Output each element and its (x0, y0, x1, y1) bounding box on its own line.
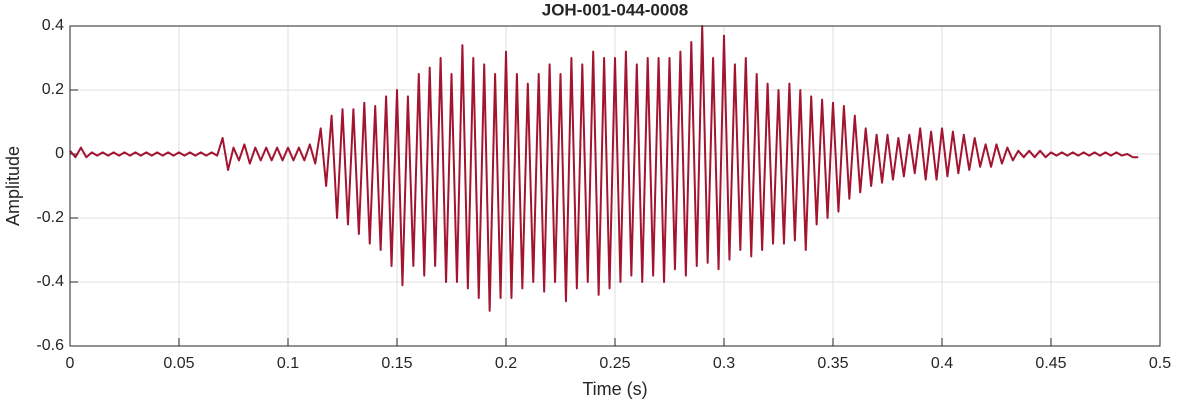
x-tick-label: 0.1 (277, 355, 299, 372)
x-tick-label: 0.05 (163, 355, 194, 372)
y-tick-label: 0 (55, 145, 64, 162)
x-tick-label: 0.25 (599, 355, 630, 372)
chart-title: JOH-001-044-0008 (542, 0, 688, 19)
x-tick-label: 0.4 (931, 355, 953, 372)
x-tick-label: 0.15 (381, 355, 412, 372)
waveform-line (69, 25, 1139, 312)
x-tick-label: 0.45 (1035, 355, 1066, 372)
x-tick-label: 0 (66, 355, 75, 372)
y-tick-label: 0.2 (42, 81, 64, 98)
x-tick-label: 0.3 (713, 355, 735, 372)
x-tick-label: 0.2 (495, 355, 517, 372)
axes-box (69, 25, 1161, 347)
tick-labels: 0 0.05 0.1 0.15 0.2 0.25 0.3 0.35 0.4 0.45 0.5 -0.6… (36, 17, 1171, 372)
y-tick-label: 0.4 (42, 17, 64, 34)
x-tick-label: 0.5 (1149, 355, 1171, 372)
x-axis-label: Time (s) (582, 379, 647, 399)
plot-area (69, 25, 1139, 312)
y-tick-label: -0.6 (36, 337, 64, 354)
y-tick-label: -0.2 (36, 209, 64, 226)
y-axis-label: Amplitude (3, 146, 23, 226)
x-tick-label: 0.35 (817, 355, 848, 372)
y-tick-label: -0.4 (36, 273, 64, 290)
